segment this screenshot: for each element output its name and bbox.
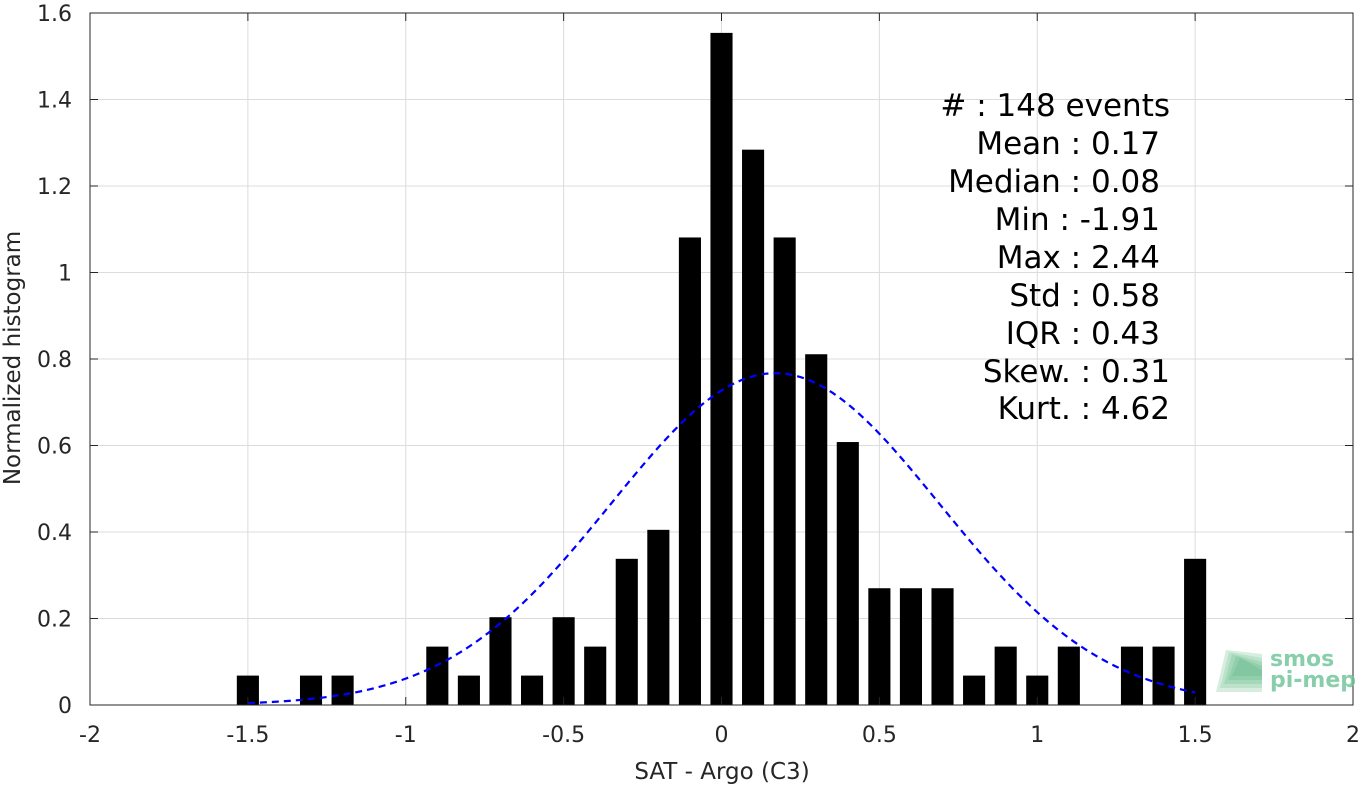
y-tick-label: 0.4 bbox=[37, 521, 72, 546]
y-tick-label: 0.6 bbox=[37, 435, 72, 460]
stat-median: Median : 0.08 bbox=[948, 164, 1160, 200]
x-tick-label: -0.5 bbox=[542, 723, 585, 748]
x-tick-label: 0 bbox=[715, 723, 729, 748]
x-tick-label: 1.5 bbox=[1178, 723, 1213, 748]
histogram-bar bbox=[773, 237, 796, 705]
x-tick-labels: -2 -1.5 -1 -0.5 0 0.5 1 1.5 2 bbox=[79, 723, 1360, 748]
histogram-bar bbox=[615, 558, 638, 705]
stat-kurt: Kurt. : 4.62 bbox=[998, 391, 1170, 427]
y-tick-label: 1 bbox=[58, 262, 72, 287]
histogram-bar bbox=[426, 646, 449, 705]
gaussian-fit-curve bbox=[247, 372, 1196, 705]
y-tick-label: 0.2 bbox=[37, 608, 72, 633]
axes-frame bbox=[89, 12, 1354, 706]
y-tick-label: 0.8 bbox=[37, 348, 72, 373]
histogram-bar bbox=[1120, 646, 1144, 705]
histogram-bar bbox=[899, 588, 923, 705]
histogram-bar bbox=[1152, 646, 1175, 705]
histogram-bar bbox=[931, 588, 954, 705]
histogram-bar bbox=[836, 442, 859, 705]
histogram-bar bbox=[710, 32, 733, 705]
statistics-panel: # : 148 events Mean : 0.17 Median : 0.08… bbox=[940, 88, 1170, 427]
x-tick-label: 0.5 bbox=[862, 723, 897, 748]
histogram-bar bbox=[963, 675, 986, 705]
stat-mean: Mean : 0.17 bbox=[976, 126, 1160, 162]
x-tick-label: 2 bbox=[1346, 723, 1360, 748]
histogram-bar bbox=[299, 675, 323, 705]
histogram-bar bbox=[1026, 675, 1049, 705]
x-tick-label: -1 bbox=[395, 723, 417, 748]
logo-waves-icon bbox=[1216, 650, 1262, 692]
y-tick-label: 0 bbox=[58, 694, 72, 719]
y-tick-label: 1.4 bbox=[37, 89, 72, 114]
x-axis-label: SAT - Argo (C3) bbox=[634, 759, 809, 785]
histogram-bar bbox=[994, 646, 1017, 705]
histogram-bar bbox=[236, 675, 259, 705]
stat-min: Min : -1.91 bbox=[995, 202, 1160, 238]
stat-skew: Skew. : 0.31 bbox=[983, 354, 1170, 390]
histogram-bar bbox=[331, 675, 354, 705]
y-tick-label: 1.2 bbox=[37, 175, 72, 200]
histogram-bar bbox=[584, 646, 607, 705]
logo-text-smos: smos bbox=[1270, 647, 1334, 672]
histogram-bar bbox=[1057, 646, 1080, 705]
logo-text-pi-mep: pi-mep bbox=[1270, 668, 1356, 693]
histogram-bar bbox=[647, 529, 670, 705]
histogram-bar bbox=[678, 237, 701, 705]
y-axis-label: Normalized histogram bbox=[0, 231, 26, 485]
histogram-bar bbox=[489, 617, 512, 705]
histogram-bar bbox=[1184, 558, 1207, 705]
x-tick-label: 1 bbox=[1030, 723, 1044, 748]
histogram-bar bbox=[805, 354, 828, 705]
y-tick-label: 1.6 bbox=[37, 2, 72, 27]
smos-pi-mep-logo: smos pi-mep bbox=[1216, 647, 1356, 693]
stat-std: Std : 0.58 bbox=[1009, 278, 1160, 314]
histogram-bar bbox=[868, 588, 891, 705]
histogram-bar bbox=[552, 617, 575, 705]
histogram-bar bbox=[520, 675, 544, 705]
x-tick-label: -2 bbox=[79, 723, 101, 748]
histogram-bar bbox=[457, 675, 480, 705]
stat-iqr: IQR : 0.43 bbox=[1006, 316, 1160, 352]
stat-max: Max : 2.44 bbox=[997, 240, 1160, 276]
histogram-bar bbox=[742, 149, 765, 706]
y-tick-labels: 0 0.2 0.4 0.6 0.8 1 1.2 1.4 1.6 bbox=[37, 2, 72, 719]
histogram-bars bbox=[236, 32, 1207, 706]
x-tick-label: -1.5 bbox=[226, 723, 269, 748]
stat-events: # : 148 events bbox=[940, 88, 1170, 124]
